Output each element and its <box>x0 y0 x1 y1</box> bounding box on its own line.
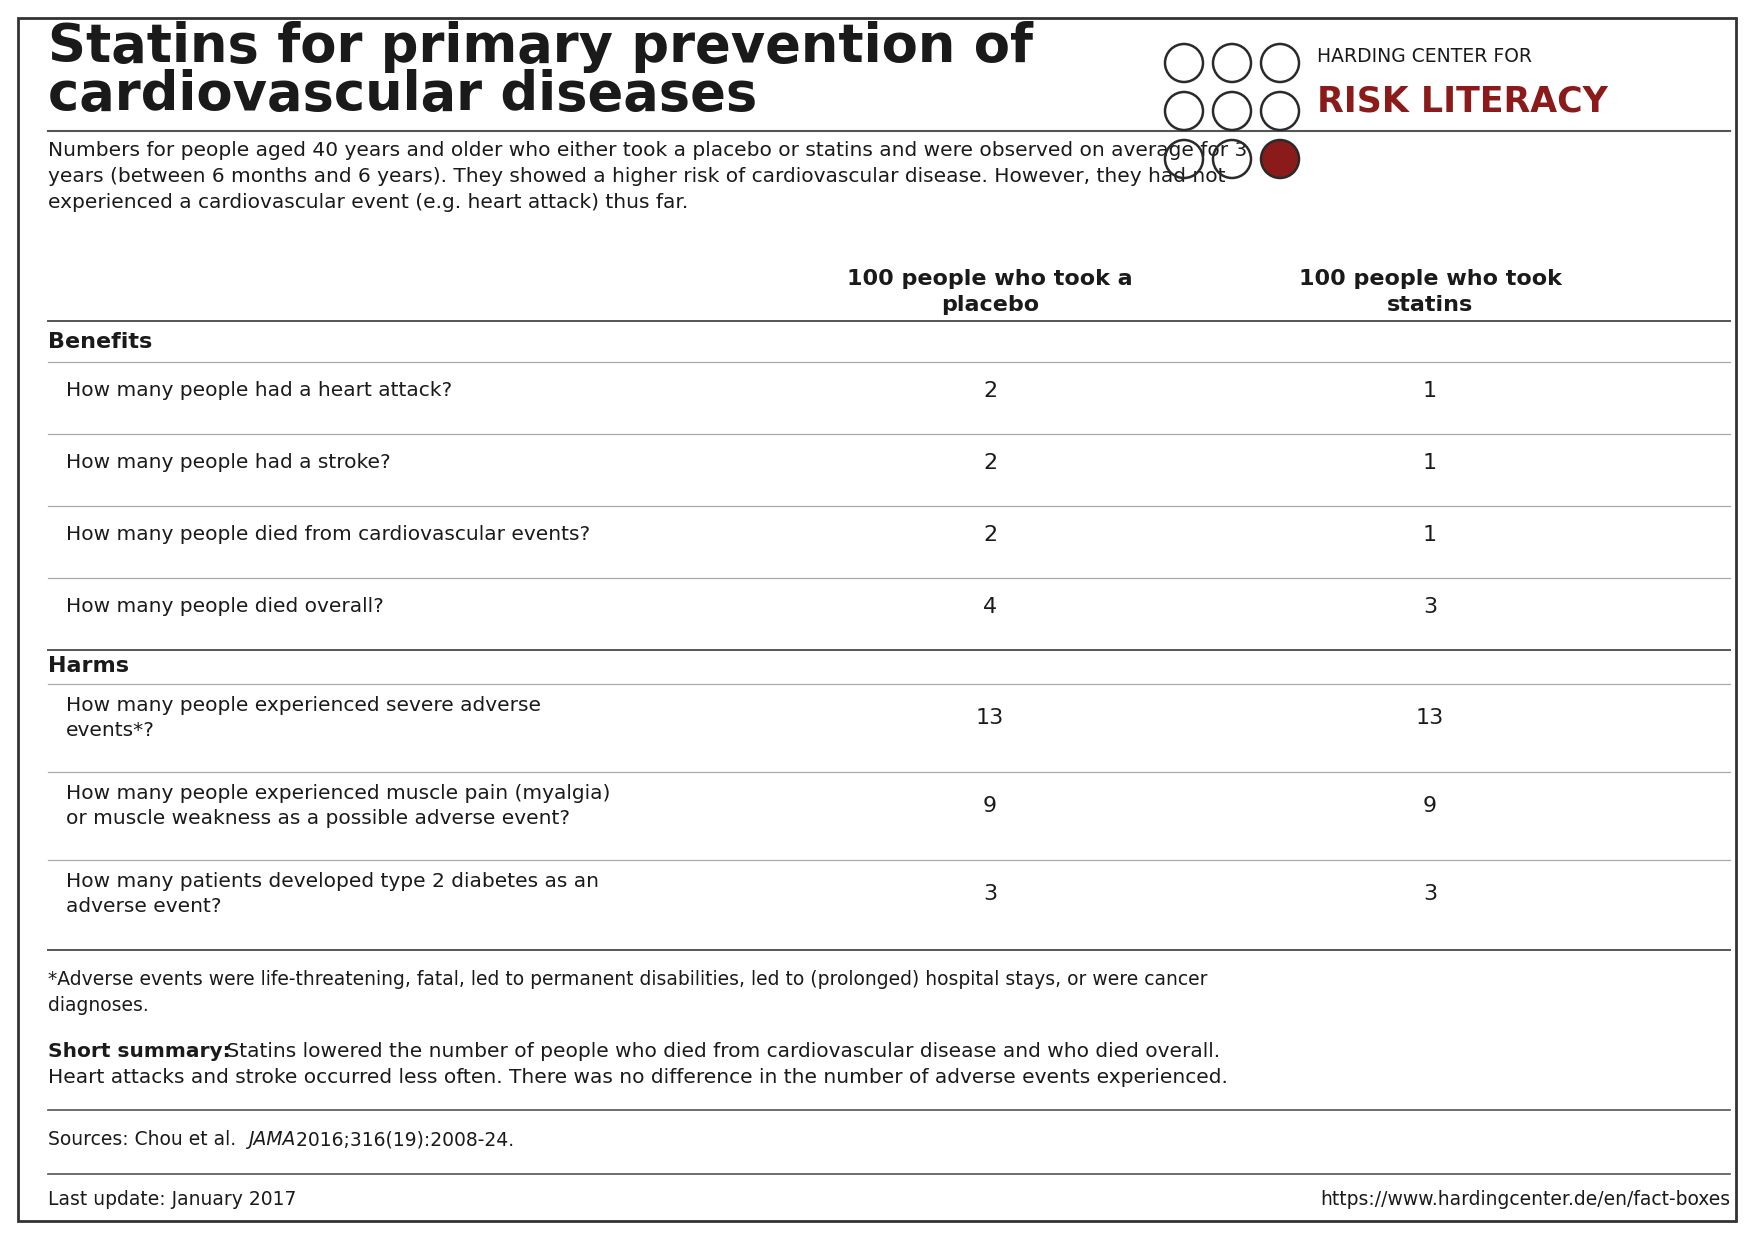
Text: Sources: Chou et al.: Sources: Chou et al. <box>47 1130 242 1149</box>
Text: HARDING CENTER FOR: HARDING CENTER FOR <box>1317 47 1531 66</box>
Text: How many people died from cardiovascular events?: How many people died from cardiovascular… <box>67 525 589 544</box>
Text: How many people died overall?: How many people died overall? <box>67 597 384 617</box>
Text: 1: 1 <box>1422 525 1437 545</box>
Text: 2: 2 <box>982 453 996 473</box>
Text: 13: 13 <box>1415 707 1444 729</box>
Text: cardiovascular diseases: cardiovascular diseases <box>47 69 758 121</box>
Text: Last update: January 2017: Last update: January 2017 <box>47 1189 296 1209</box>
Text: Benefits: Benefits <box>47 332 153 352</box>
Text: 3: 3 <box>1422 883 1437 904</box>
Text: 2: 2 <box>982 382 996 401</box>
Text: How many people experienced severe adverse
events*?: How many people experienced severe adver… <box>67 696 540 740</box>
Circle shape <box>1261 140 1300 178</box>
Text: https://www.hardingcenter.de/en/fact-boxes: https://www.hardingcenter.de/en/fact-box… <box>1319 1189 1729 1209</box>
Text: 100 people who took
statins: 100 people who took statins <box>1298 269 1561 315</box>
Text: RISK LITERACY: RISK LITERACY <box>1317 84 1608 118</box>
Text: 4: 4 <box>982 597 996 617</box>
Text: *Adverse events were life-threatening, fatal, led to permanent disabilities, led: *Adverse events were life-threatening, f… <box>47 970 1207 1015</box>
Text: Harms: Harms <box>47 655 130 676</box>
Text: 9: 9 <box>982 795 996 817</box>
Text: 13: 13 <box>975 707 1003 729</box>
Text: 3: 3 <box>1422 597 1437 617</box>
Text: Statins for primary prevention of: Statins for primary prevention of <box>47 21 1033 73</box>
Text: 9: 9 <box>1422 795 1437 817</box>
Text: Statins lowered the number of people who died from cardiovascular disease and wh: Statins lowered the number of people who… <box>219 1042 1221 1061</box>
Text: JAMA: JAMA <box>247 1130 295 1149</box>
Text: How many people had a stroke?: How many people had a stroke? <box>67 453 391 472</box>
Text: Heart attacks and stroke occurred less often. There was no difference in the num: Heart attacks and stroke occurred less o… <box>47 1068 1228 1087</box>
Text: 100 people who took a
placebo: 100 people who took a placebo <box>847 269 1133 315</box>
Text: 2016;316(19):2008-24.: 2016;316(19):2008-24. <box>289 1130 514 1149</box>
Text: Numbers for people aged 40 years and older who either took a placebo or statins : Numbers for people aged 40 years and old… <box>47 141 1247 212</box>
Text: 1: 1 <box>1422 382 1437 401</box>
Text: 2: 2 <box>982 525 996 545</box>
Text: 1: 1 <box>1422 453 1437 473</box>
Text: 3: 3 <box>982 883 996 904</box>
Text: How many patients developed type 2 diabetes as an
adverse event?: How many patients developed type 2 diabe… <box>67 872 600 916</box>
Text: How many people experienced muscle pain (myalgia)
or muscle weakness as a possib: How many people experienced muscle pain … <box>67 784 610 828</box>
Text: Short summary:: Short summary: <box>47 1042 230 1061</box>
Text: How many people had a heart attack?: How many people had a heart attack? <box>67 382 453 400</box>
